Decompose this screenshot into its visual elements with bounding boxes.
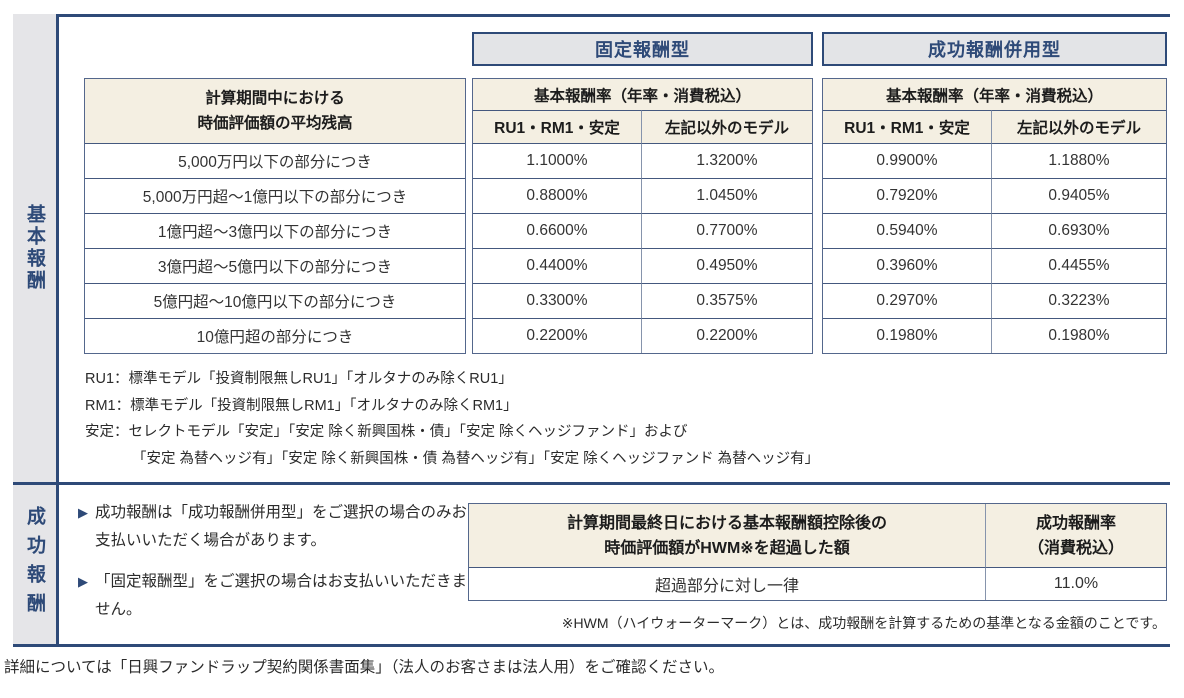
fee-value-cell: 0.4455% bbox=[991, 248, 1166, 283]
table-row: 5億円超～10億円以下の部分につき bbox=[85, 283, 465, 318]
success-rate-header-line1: 成功報酬率 bbox=[1035, 514, 1116, 532]
fee-value-cell: 0.1980% bbox=[991, 318, 1166, 353]
tier-label-cell: 5億円超～10億円以下の部分につき bbox=[85, 283, 465, 318]
basic-fee-table-combined-plan: 基本報酬率（年率・消費税込） RU1・RM1・安定 左記以外のモデル 0.990… bbox=[822, 78, 1167, 354]
table-row: 0.1980% 0.1980% bbox=[823, 318, 1166, 353]
table-row: 5,000万円以下の部分につき bbox=[85, 143, 465, 178]
tier-label-cell: 1億円超～3億円以下の部分につき bbox=[85, 213, 465, 248]
table-row: 5,000万円超～1億円以下の部分につき bbox=[85, 178, 465, 213]
rate-header-combined: 基本報酬率（年率・消費税込） bbox=[823, 79, 1166, 110]
basic-fee-table-fixed-plan: 基本報酬率（年率・消費税込） RU1・RM1・安定 左記以外のモデル 1.100… bbox=[472, 78, 813, 354]
bullet-text: 「固定報酬型」をご選択の場合はお支払いいただきません。 bbox=[95, 573, 468, 618]
column-header-other: 左記以外のモデル bbox=[991, 110, 1166, 143]
success-rate-value-cell: 11.0% bbox=[985, 567, 1166, 600]
model-definition-notes: RU1：標準モデル「投資制限無しRU1」「オルタナのみ除くRU1」 RM1：標準… bbox=[85, 366, 1170, 472]
fee-value-cell: 0.6930% bbox=[991, 213, 1166, 248]
fee-value-cell: 1.0450% bbox=[641, 178, 812, 213]
table-row: 0.9900% 1.1880% bbox=[823, 143, 1166, 178]
note-line-antei: 安定：セレクトモデル「安定」「安定 除く新興国株・債」「安定 除くヘッジファンド… bbox=[85, 424, 688, 440]
list-item: ▶ 「固定報酬型」をご選択の場合はお支払いいただきません。 bbox=[78, 568, 472, 624]
plan-header-fixed-fee: 固定報酬型 bbox=[472, 32, 813, 66]
sidebar-label-basic-fee: 基本報酬 bbox=[24, 204, 45, 292]
fee-value-cell: 0.7920% bbox=[823, 178, 991, 213]
bullet-text: 成功報酬は「成功報酬併用型」をご選択の場合のみお支払いいただく場合があります。 bbox=[95, 504, 468, 549]
success-fee-table: 計算期間最終日における基本報酬額控除後の 時価評価額がHWM※を超過した額 成功… bbox=[468, 503, 1167, 601]
fee-value-cell: 0.4400% bbox=[473, 248, 641, 283]
plan-header-combined-fee: 成功報酬併用型 bbox=[822, 32, 1167, 66]
fee-value-cell: 0.9405% bbox=[991, 178, 1166, 213]
hwm-condition-header: 計算期間最終日における基本報酬額控除後の 時価評価額がHWM※を超過した額 bbox=[469, 504, 985, 567]
average-balance-header-line2: 時価評価額の平均残高 bbox=[197, 115, 353, 132]
fee-value-cell: 0.2970% bbox=[823, 283, 991, 318]
fee-value-cell: 0.1980% bbox=[823, 318, 991, 353]
section-divider-rule bbox=[13, 482, 1170, 485]
table-row: 0.3300% 0.3575% bbox=[473, 283, 812, 318]
success-rate-header-line2: （消費税込） bbox=[1027, 539, 1124, 557]
fee-value-cell: 0.3223% bbox=[991, 283, 1166, 318]
fee-value-cell: 0.5940% bbox=[823, 213, 991, 248]
column-header-model: RU1・RM1・安定 bbox=[473, 110, 641, 143]
fee-value-cell: 0.2200% bbox=[473, 318, 641, 353]
table-row: 0.6600% 0.7700% bbox=[473, 213, 812, 248]
hwm-footnote: ※HWM（ハイウォーターマーク）とは、成功報酬を計算するための基準となる金額のこ… bbox=[561, 615, 1166, 631]
note-line-rm1: RM1：標準モデル「投資制限無しRM1」「オルタナのみ除くRM1」 bbox=[85, 397, 518, 414]
fee-value-cell: 0.6600% bbox=[473, 213, 641, 248]
sidebar-section-basic-fee: 基本報酬 bbox=[13, 14, 56, 482]
table-row: 3億円超～5億円以下の部分につき bbox=[85, 248, 465, 283]
fee-value-cell: 0.9900% bbox=[823, 143, 991, 178]
tier-label-cell: 5,000万円超～1億円以下の部分につき bbox=[85, 178, 465, 213]
column-header-model: RU1・RM1・安定 bbox=[823, 110, 991, 143]
fee-value-cell: 0.2200% bbox=[641, 318, 812, 353]
basic-fee-tier-table: 計算期間中における 時価評価額の平均残高 5,000万円以下の部分につき 5,0… bbox=[84, 78, 466, 354]
table-row: 0.4400% 0.4950% bbox=[473, 248, 812, 283]
fee-value-cell: 1.1000% bbox=[473, 143, 641, 178]
fee-value-cell: 0.8800% bbox=[473, 178, 641, 213]
note-line-antei-continued: 「安定 為替ヘッジ有」「安定 除く新興国株・債 為替ヘッジ有」「安定 除くヘッジ… bbox=[132, 450, 820, 467]
fee-value-cell: 1.1880% bbox=[991, 143, 1166, 178]
fee-value-cell: 0.3575% bbox=[641, 283, 812, 318]
tier-label-cell: 5,000万円以下の部分につき bbox=[85, 143, 465, 178]
sidebar-divider-line bbox=[56, 14, 59, 645]
hwm-condition-header-line2: 時価評価額がHWM※を超過した額 bbox=[604, 539, 850, 557]
table-row: 0.8800% 1.0450% bbox=[473, 178, 812, 213]
top-rule bbox=[56, 14, 1170, 17]
average-balance-header-line1: 計算期間中における bbox=[205, 90, 345, 107]
success-fee-bullets: ▶ 成功報酬は「成功報酬併用型」をご選択の場合のみお支払いいただく場合があります… bbox=[78, 499, 472, 624]
footer-text: 詳細については「日興ファンドラップ契約関係書面集」（法人のお客さまは法人用）をご… bbox=[4, 659, 724, 676]
table-row: 1.1000% 1.3200% bbox=[473, 143, 812, 178]
triangle-bullet-icon: ▶ bbox=[78, 505, 88, 520]
hwm-condition-header-line1: 計算期間最終日における基本報酬額控除後の bbox=[566, 514, 887, 532]
rate-header-fixed: 基本報酬率（年率・消費税込） bbox=[473, 79, 812, 110]
table-row: 0.2200% 0.2200% bbox=[473, 318, 812, 353]
table-row: 0.5940% 0.6930% bbox=[823, 213, 1166, 248]
bottom-rule bbox=[13, 644, 1170, 647]
average-balance-header: 計算期間中における 時価評価額の平均残高 bbox=[85, 79, 465, 143]
table-row: 1億円超～3億円以下の部分につき bbox=[85, 213, 465, 248]
table-row: 超過部分に対し一律 11.0% bbox=[469, 567, 1166, 600]
table-row: 0.7920% 0.9405% bbox=[823, 178, 1166, 213]
table-row: 0.2970% 0.3223% bbox=[823, 283, 1166, 318]
table-row: 0.3960% 0.4455% bbox=[823, 248, 1166, 283]
table-row: 10億円超の部分につき bbox=[85, 318, 465, 353]
condition-value-cell: 超過部分に対し一律 bbox=[469, 567, 985, 600]
success-rate-header: 成功報酬率 （消費税込） bbox=[985, 504, 1166, 567]
tier-label-cell: 10億円超の部分につき bbox=[85, 318, 465, 353]
fee-value-cell: 0.7700% bbox=[641, 213, 812, 248]
fee-value-cell: 0.4950% bbox=[641, 248, 812, 283]
column-header-other: 左記以外のモデル bbox=[641, 110, 812, 143]
section-sidebar: 基本報酬 成功報酬 bbox=[13, 14, 56, 645]
tier-label-cell: 3億円超～5億円以下の部分につき bbox=[85, 248, 465, 283]
triangle-bullet-icon: ▶ bbox=[78, 574, 88, 589]
note-line-ru1: RU1：標準モデル「投資制限無しRU1」「オルタナのみ除くRU1」 bbox=[85, 371, 513, 387]
fee-value-cell: 0.3960% bbox=[823, 248, 991, 283]
sidebar-section-success-fee: 成功報酬 bbox=[13, 482, 56, 645]
fee-value-cell: 0.3300% bbox=[473, 283, 641, 318]
fee-value-cell: 1.3200% bbox=[641, 143, 812, 178]
list-item: ▶ 成功報酬は「成功報酬併用型」をご選択の場合のみお支払いいただく場合があります… bbox=[78, 499, 472, 555]
sidebar-label-success-fee: 成功報酬 bbox=[24, 505, 45, 622]
